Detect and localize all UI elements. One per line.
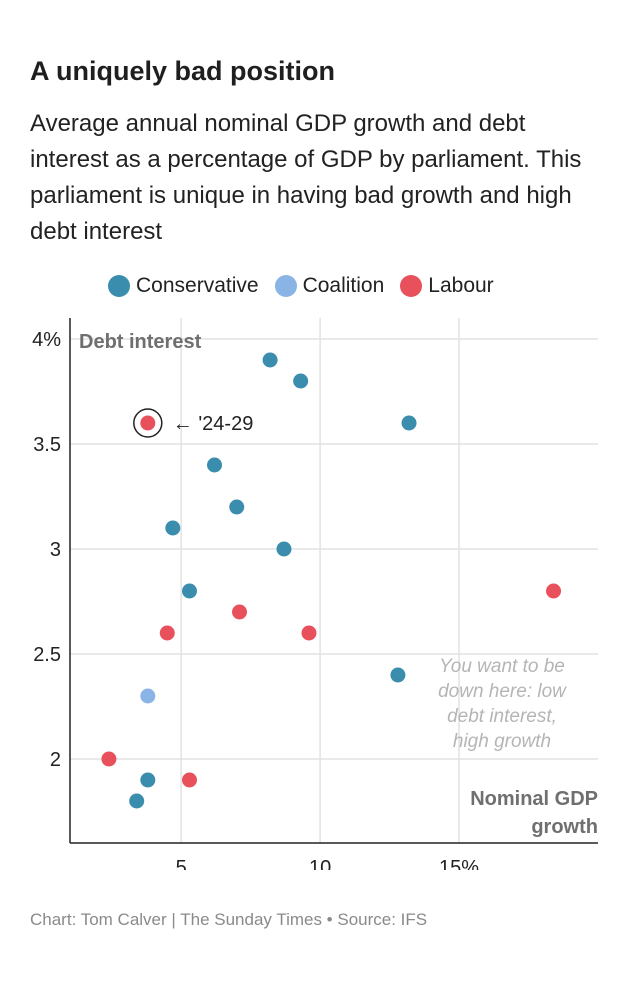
point-conservative [229, 499, 245, 515]
x-tick-label: 10 [309, 857, 331, 870]
point-conservative [207, 457, 223, 473]
y-tick-label: 3.5 [33, 434, 61, 456]
x-tick-label: 5 [176, 857, 187, 870]
point-labour [101, 751, 117, 767]
legend-label-coalition: Coalition [302, 274, 385, 297]
x-axis-title-line: growth [531, 816, 598, 838]
point-conservative [262, 352, 278, 368]
chart-footer: Chart: Tom Calver | The Sunday Times • S… [30, 910, 428, 929]
point-labour [301, 625, 317, 641]
highlight-ring [133, 408, 163, 438]
annotation-line: high growth [453, 731, 551, 752]
scatter-chart: 2 2.5 3 3.5 4% 5 10 15% Debt interest Nominal GDP… [32, 318, 598, 870]
chart-subtitle: Average annual nominal GDP growth and de… [30, 110, 582, 245]
point-conservative [181, 583, 197, 599]
legend: Conservative Coalition Labour [108, 274, 510, 298]
point-conservative [390, 667, 406, 683]
legend-swatch-labour [400, 275, 423, 297]
point-labour [159, 625, 175, 641]
point-conservative [401, 415, 417, 431]
annotation-line: debt interest, [447, 706, 557, 727]
y-tick-label: 2.5 [33, 644, 61, 666]
x-tick-label: 15% [439, 857, 479, 870]
point-conservative [140, 772, 156, 788]
point-coalition [140, 688, 156, 704]
point-conservative [276, 541, 292, 557]
annotation-label: ← '24-29 [173, 413, 254, 435]
point-labour [546, 583, 562, 599]
y-axis-title: Debt interest [79, 331, 202, 353]
legend-item-conservative: Conservative [108, 274, 259, 298]
y-tick-label: 4% [32, 329, 61, 351]
legend-item-labour: Labour [400, 274, 494, 298]
legend-swatch-coalition [274, 275, 297, 297]
point-conservative [293, 373, 309, 389]
point-labour [140, 415, 156, 431]
point-conservative [129, 793, 145, 809]
x-axis-title-line: Nominal GDP [470, 788, 598, 810]
point-labour [181, 772, 197, 788]
legend-label-conservative: Conservative [136, 274, 259, 297]
y-tick-label: 2 [50, 749, 61, 771]
point-labour [232, 604, 248, 620]
y-tick-label: 3 [50, 539, 61, 561]
chart-title: A uniquely bad position [30, 56, 335, 86]
point-conservative [165, 520, 181, 536]
legend-label-labour: Labour [428, 274, 494, 297]
legend-item-coalition: Coalition [274, 274, 385, 298]
legend-swatch-conservative [108, 275, 130, 297]
annotation-line: down here: low [438, 681, 567, 702]
annotation-line: You want to be [439, 656, 565, 677]
